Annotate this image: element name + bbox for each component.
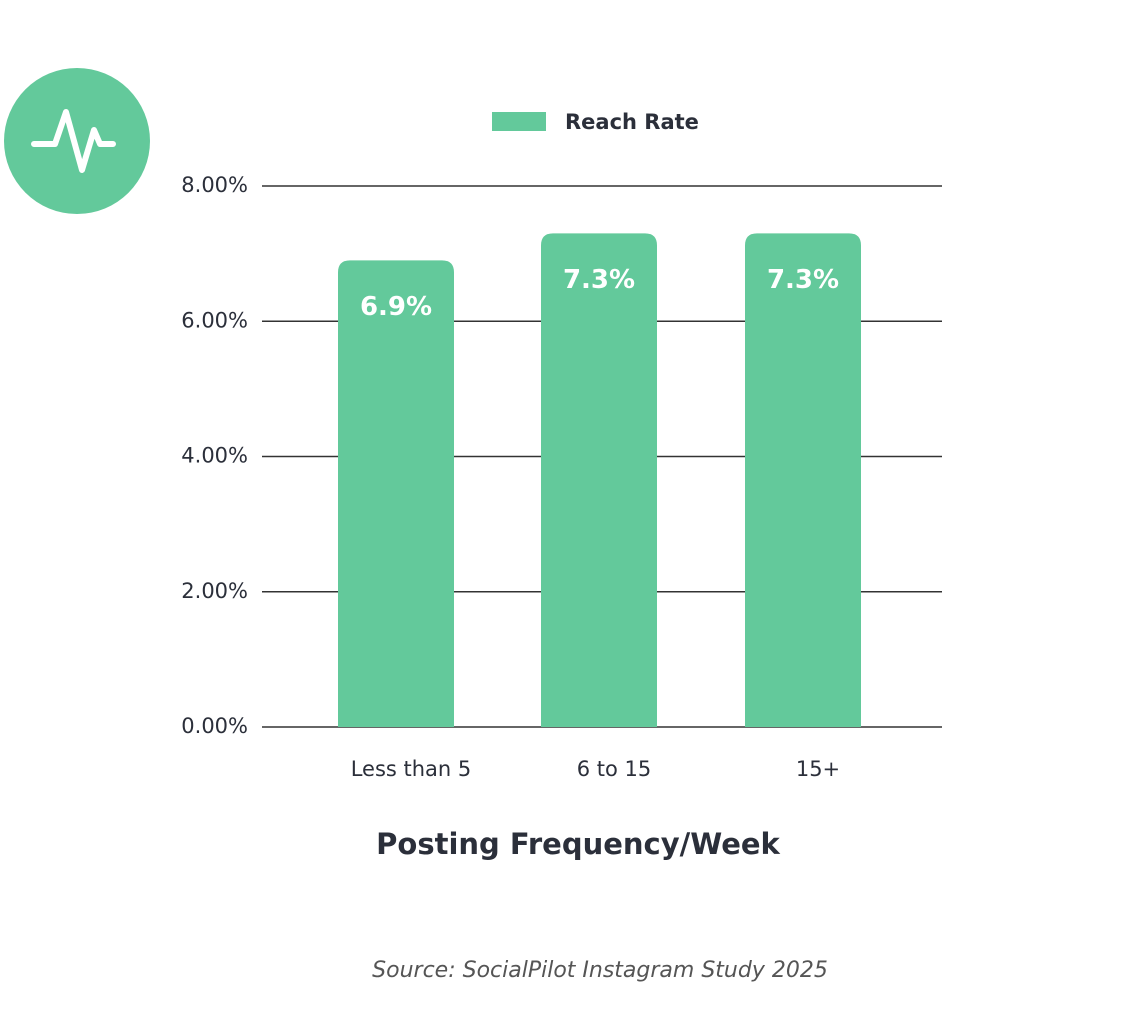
bar (541, 233, 657, 727)
value-label: 6.9% (360, 292, 432, 322)
legend-label: Reach Rate (565, 110, 699, 134)
bar (745, 233, 861, 727)
pulse-line (31, 109, 116, 173)
y-tick-label: 6.00% (181, 308, 248, 332)
icon (4, 68, 150, 214)
value-label: 7.3% (767, 265, 839, 295)
y-tick-label: 2.00% (181, 579, 248, 603)
y-tick-label: 8.00% (181, 173, 248, 197)
legend-swatch (492, 112, 546, 131)
y-tick-label: 0.00% (181, 714, 248, 738)
bar (338, 260, 454, 727)
x-axis-title: Posting Frequency/Week (376, 827, 780, 861)
x-tick-label: 6 to 15 (577, 757, 652, 781)
x-tick-label: 15+ (796, 757, 840, 781)
y-tick-label: 4.00% (181, 444, 248, 468)
value-label: 7.3% (563, 265, 635, 295)
source-note: Source: SocialPilot Instagram Study 2025 (372, 958, 828, 983)
x-tick-label: Less than 5 (351, 757, 472, 781)
